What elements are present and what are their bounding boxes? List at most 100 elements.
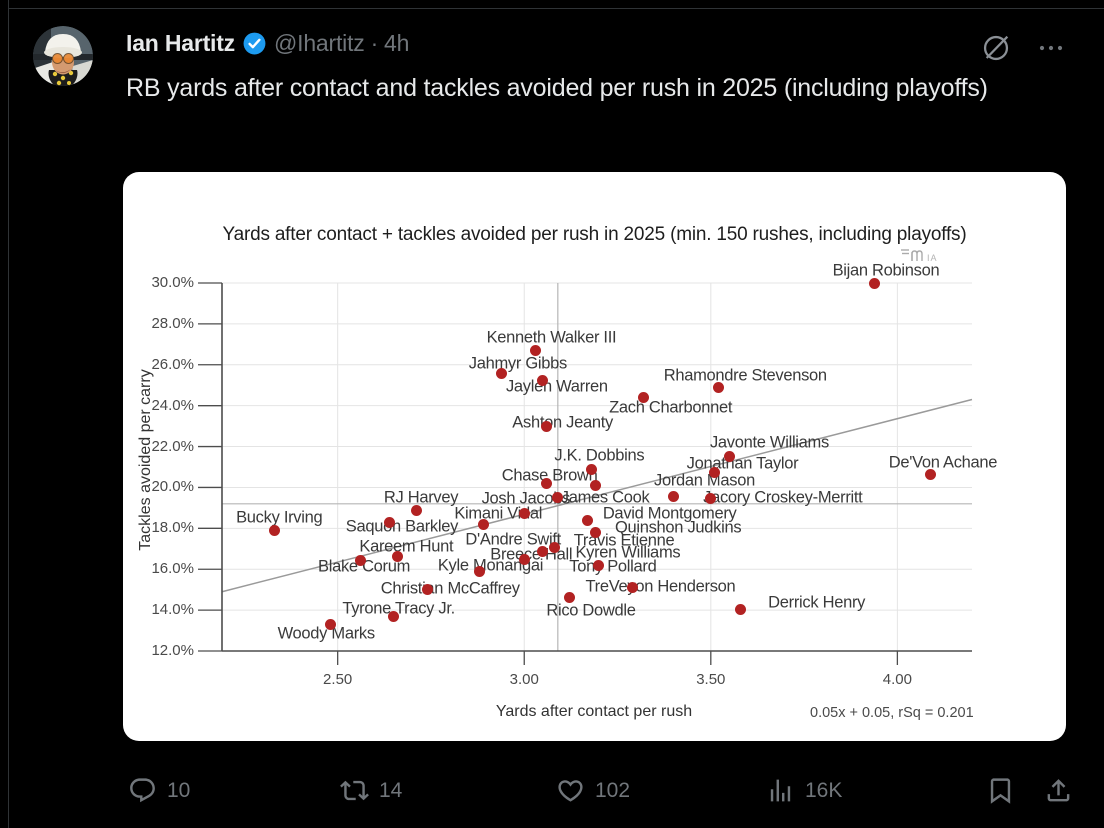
avatar[interactable] <box>33 26 93 86</box>
meta-separator: · <box>370 30 379 56</box>
repost-icon <box>340 780 369 801</box>
views-icon <box>770 779 791 802</box>
more-button[interactable] <box>1036 36 1066 60</box>
x-tick-label: 2.50 <box>323 671 353 688</box>
x-tick-label: 4.00 <box>882 671 912 688</box>
data-point-label: Ashton Jeanty <box>512 413 613 432</box>
data-point <box>388 610 400 622</box>
avatar-image <box>33 26 93 86</box>
data-point <box>589 526 601 538</box>
author-handle[interactable]: @Ihartitz <box>273 30 365 56</box>
data-point <box>410 505 422 517</box>
data-point <box>477 518 489 530</box>
data-point-label: Jaylen Warren <box>505 377 608 396</box>
grok-button[interactable] <box>980 32 1012 64</box>
trend-equation: 0.05x + 0.05, rSq = 0.201 <box>810 705 974 721</box>
bookmark-icon <box>990 778 1011 804</box>
author-name[interactable]: Ian Hartitz <box>126 30 235 56</box>
y-tick-label: 20.0% <box>151 478 194 496</box>
header-actions <box>980 32 1066 64</box>
data-point <box>518 507 530 519</box>
data-point <box>548 542 560 554</box>
reply-button[interactable]: 10 <box>128 776 190 805</box>
data-point <box>518 553 530 565</box>
tweet-body: RB yards after contact and tackles avoid… <box>126 74 988 102</box>
data-point <box>709 466 721 478</box>
y-tick-label: 16.0% <box>151 560 194 578</box>
data-point <box>541 477 553 489</box>
watermark-glyph-icon <box>901 249 923 261</box>
share-button[interactable] <box>1044 776 1073 805</box>
y-tick-label: 30.0% <box>151 274 194 291</box>
timeline-left-border <box>8 0 9 828</box>
chart-title: Yards after contact + tackles avoided pe… <box>222 224 967 245</box>
grok-icon <box>983 35 1009 61</box>
y-tick-label: 22.0% <box>151 437 194 455</box>
data-point-label: Zach Charbonnet <box>609 398 733 417</box>
y-tick-label: 18.0% <box>151 519 194 537</box>
data-point-label: J.K. Dobbins <box>554 446 645 465</box>
tweet-meta: @Ihartitz · 4h <box>274 30 409 57</box>
chart-image[interactable]: Yards after contact + tackles avoided pe… <box>123 172 1066 741</box>
like-button[interactable]: 102 <box>556 776 630 805</box>
data-point-label: Tony Pollard <box>569 557 657 576</box>
data-point <box>589 479 601 491</box>
bookmark-button[interactable] <box>986 776 1015 805</box>
data-point-label: Kareem Hunt <box>359 537 454 556</box>
data-point-label: Rico Dowdle <box>546 601 636 620</box>
data-point <box>537 374 549 386</box>
timestamp[interactable]: 4h <box>384 30 410 56</box>
x-tick-label: 3.00 <box>509 671 539 688</box>
verified-badge-icon <box>243 32 266 55</box>
x-axis-title: Yards after contact per rush <box>495 703 693 720</box>
data-point-label: Jahmyr Gibbs <box>468 354 567 373</box>
data-point <box>541 420 553 432</box>
data-point-label: Tyrone Tracy Jr. <box>342 599 455 618</box>
data-point-label: Rhamondre Stevenson <box>663 366 827 385</box>
like-icon <box>558 780 583 802</box>
data-point-label: TreVeyon Henderson <box>585 577 736 596</box>
more-icon <box>1039 45 1063 51</box>
data-point <box>421 584 433 596</box>
watermark-text: IA <box>927 253 938 263</box>
y-tick-label: 14.0% <box>151 601 194 619</box>
data-point <box>563 592 575 604</box>
repost-count: 14 <box>379 778 403 802</box>
data-point <box>626 582 638 594</box>
data-point-label: Woody Marks <box>277 624 376 643</box>
data-point <box>582 514 594 526</box>
tweet-top-divider <box>9 8 1104 9</box>
data-point <box>529 344 541 356</box>
reply-icon <box>130 778 155 803</box>
data-point <box>638 391 650 403</box>
views-button[interactable]: 16K <box>766 776 842 805</box>
data-point <box>324 618 336 630</box>
data-point <box>268 524 280 536</box>
data-point-label: De'Von Achane <box>888 453 998 472</box>
data-point-label: Derrick Henry <box>768 593 866 612</box>
data-point <box>712 381 724 393</box>
data-point <box>473 565 485 577</box>
data-point-label: Bucky Irving <box>236 508 323 527</box>
repost-button[interactable]: 14 <box>340 776 402 805</box>
watermark-logo: IA <box>899 246 938 263</box>
data-point <box>593 559 605 571</box>
tweet-header: Ian Hartitz @Ihartitz · 4h <box>126 30 409 57</box>
data-point-label: Christian McCaffrey <box>380 579 520 598</box>
data-point-label: RJ Harvey <box>383 488 459 507</box>
data-point-label: Javonte Williams <box>709 433 829 452</box>
data-point <box>735 603 747 615</box>
y-tick-label: 24.0% <box>151 396 194 414</box>
data-point <box>667 491 679 503</box>
x-tick-label: 3.50 <box>696 671 726 688</box>
share-icon <box>1047 779 1070 802</box>
data-point <box>354 554 366 566</box>
like-count: 102 <box>595 778 631 802</box>
data-point <box>585 463 597 475</box>
reply-count: 10 <box>167 778 191 802</box>
data-point-label: Saquon Barkley <box>345 517 459 536</box>
y-tick-label: 26.0% <box>151 355 194 373</box>
y-tick-label: 28.0% <box>151 314 194 332</box>
data-point-label: Kenneth Walker III <box>486 328 617 347</box>
